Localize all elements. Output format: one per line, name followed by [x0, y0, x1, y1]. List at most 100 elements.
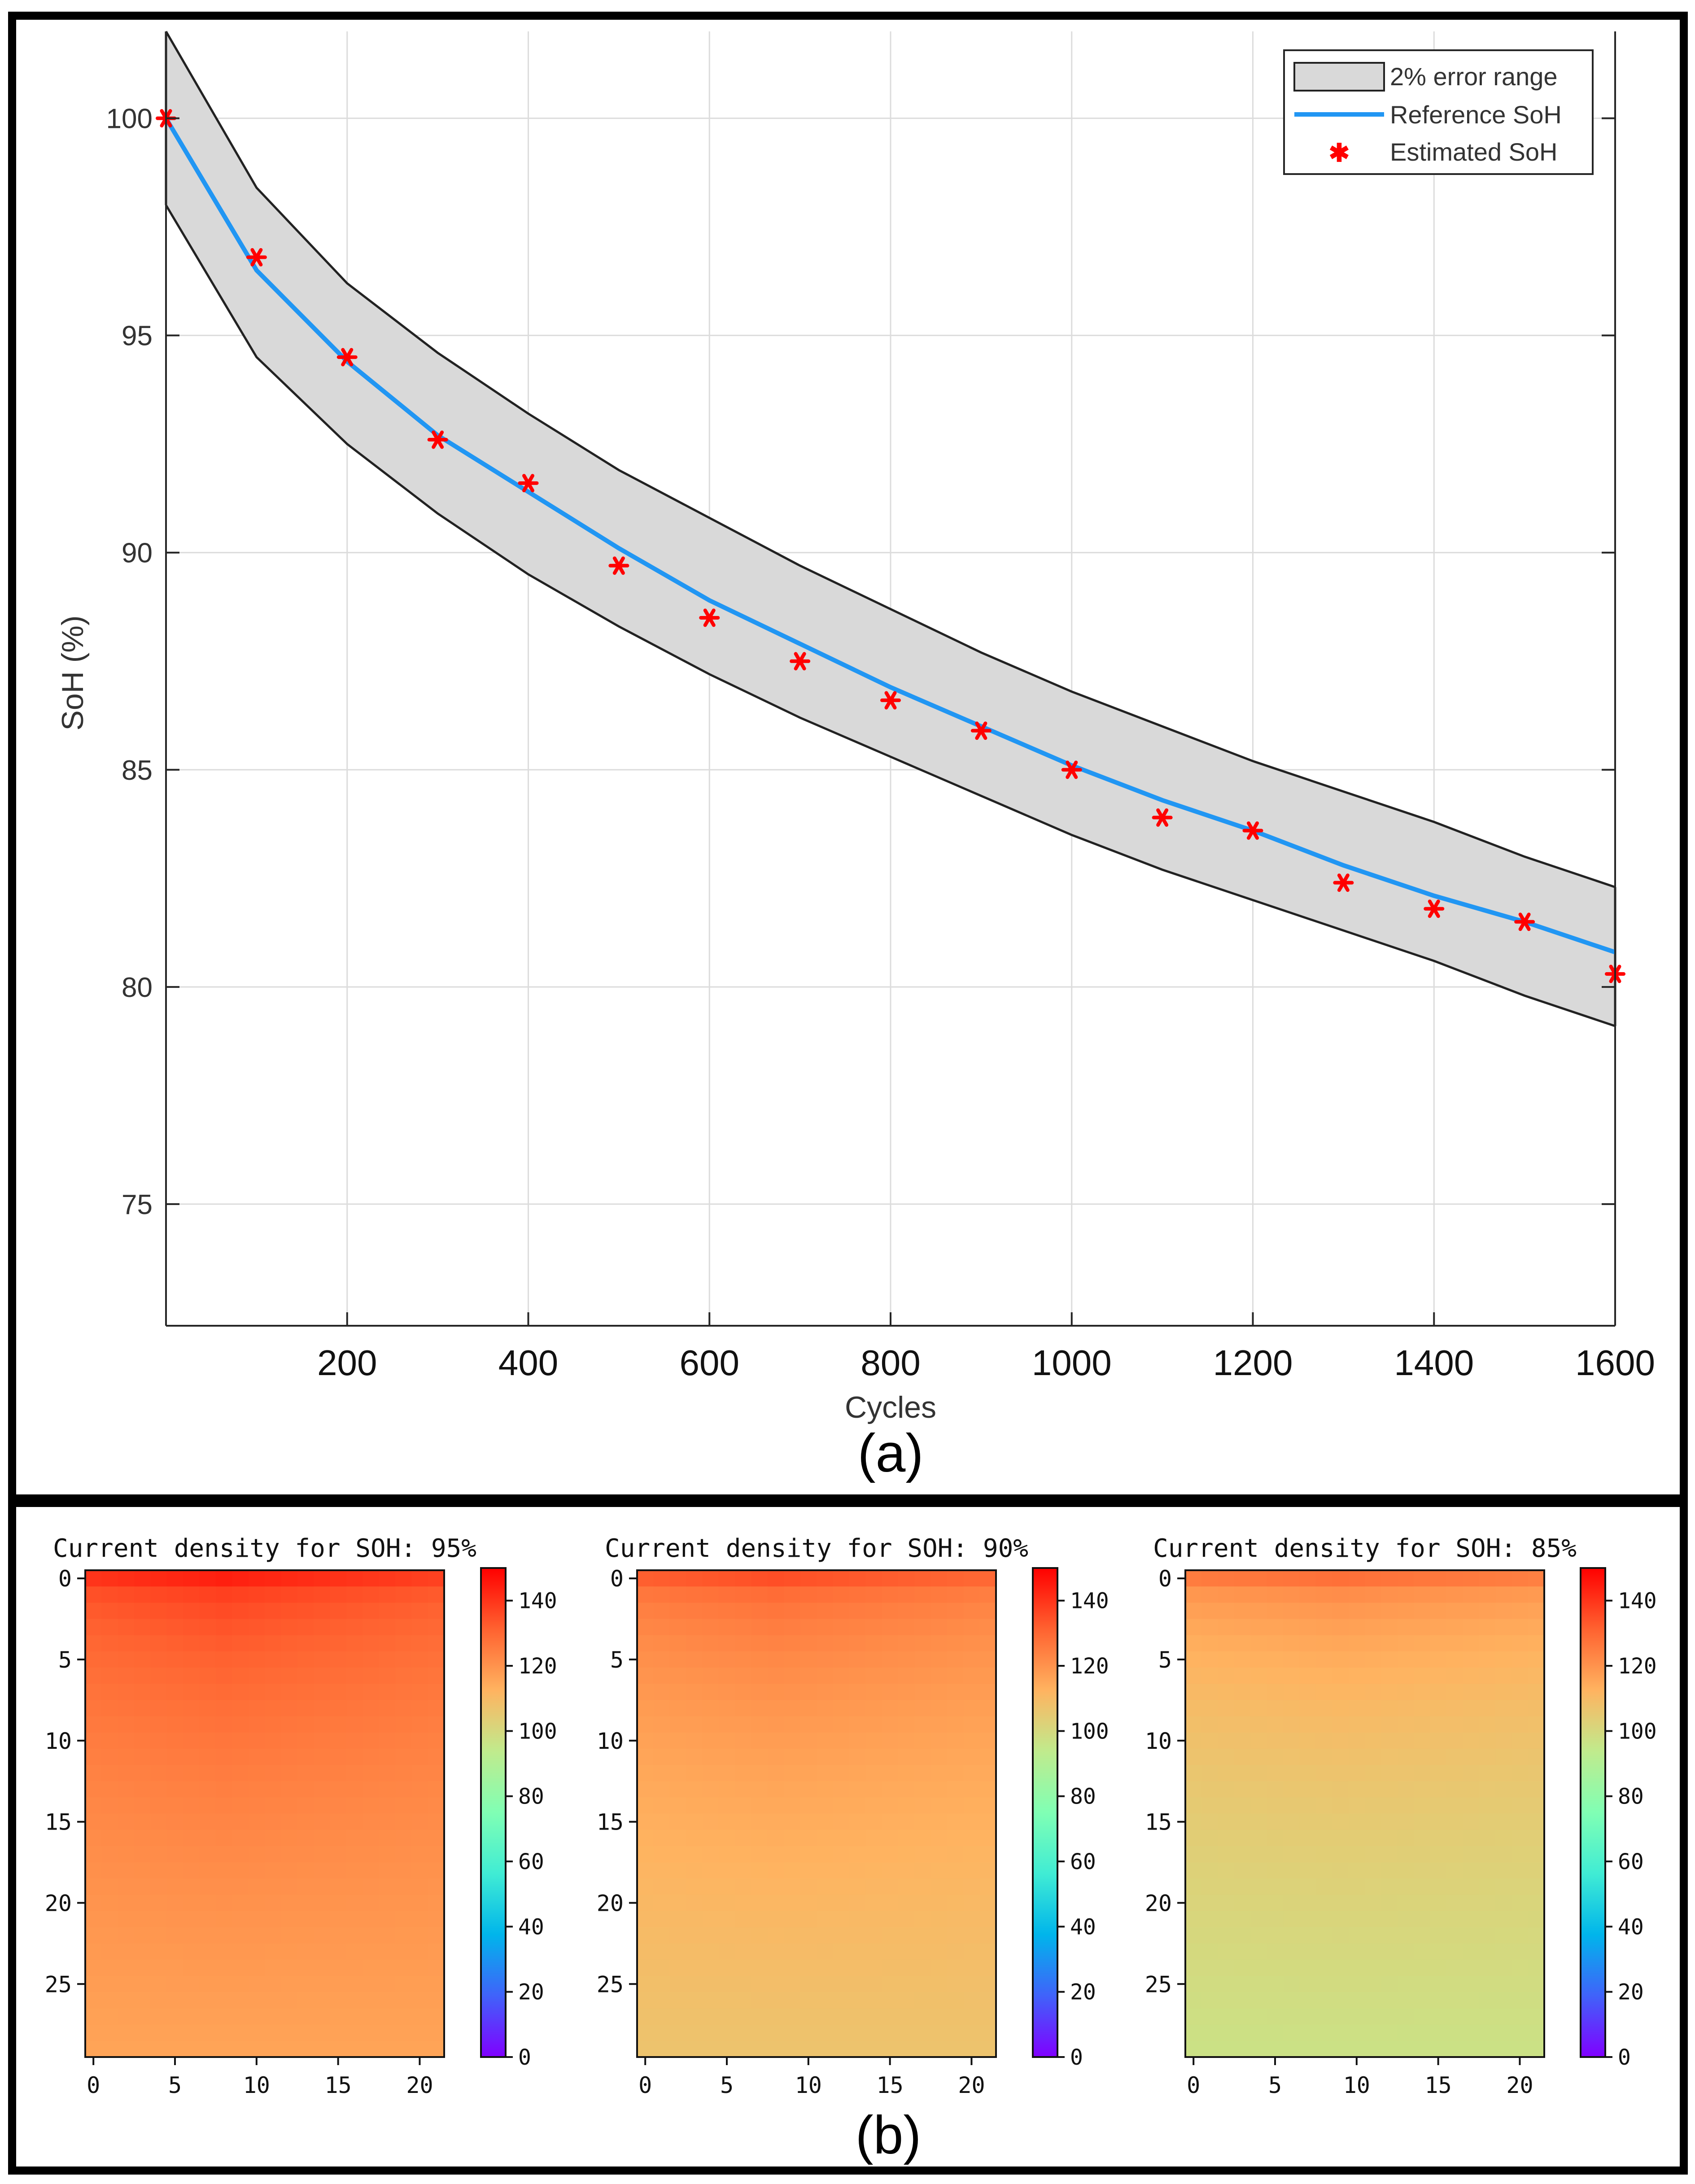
heatmap-cell	[1414, 1651, 1431, 1668]
heatmap-cell	[1201, 1846, 1219, 1863]
heatmap-cell	[931, 1878, 948, 1895]
heatmap-cell	[1479, 2024, 1496, 2041]
heatmap-cell	[248, 1846, 265, 1863]
heatmap-cell	[363, 2040, 380, 2057]
heatmap-cell	[653, 1700, 670, 1717]
heatmap-cell	[166, 1943, 183, 1960]
heatmap-cell	[637, 2040, 654, 2057]
heatmap-cell	[1446, 1570, 1463, 1587]
heatmap-cell	[669, 1700, 686, 1717]
heatmap-cell	[1512, 1668, 1529, 1684]
heatmap-cell	[882, 1895, 899, 1912]
heatmap-cell	[346, 1846, 363, 1863]
heatmap-cell	[735, 1927, 752, 1944]
heatmap-cell	[85, 1603, 102, 1620]
heatmap-cell	[931, 1651, 948, 1668]
heatmap-cell	[833, 1862, 850, 1879]
heatmap-cell	[379, 1943, 396, 1960]
heatmap-cell	[215, 1781, 232, 1798]
heatmap-cell	[1430, 1635, 1447, 1652]
heatmap-cell	[669, 1651, 686, 1668]
heatmap-cell	[1267, 1878, 1284, 1895]
heatmap-cell	[232, 1976, 249, 1992]
heatmap-cell	[914, 1846, 931, 1863]
heatmap-cell	[865, 1570, 882, 1587]
heatmap-cell	[1430, 1862, 1447, 1879]
heatmap-cell	[118, 1700, 135, 1717]
heatmap-cell	[1218, 1748, 1235, 1765]
heatmap-cell	[637, 1943, 654, 1960]
heatmap-cell	[1479, 1976, 1496, 1992]
heatmap-cell	[134, 1684, 151, 1700]
heatmap-cell	[751, 2008, 768, 2025]
heatmap-cell	[166, 1846, 183, 1863]
heatmap-cell	[314, 1781, 331, 1798]
heatmap-cell	[215, 1943, 232, 1960]
heatmap-cell	[297, 1716, 314, 1733]
legend-swatch-band	[1293, 62, 1385, 92]
heatmap-cell	[963, 1895, 980, 1912]
heatmap-cell	[101, 1781, 118, 1798]
heatmap-cell	[1250, 1992, 1267, 2009]
heatmap-cell	[1201, 1603, 1219, 1620]
heatmap-cell	[248, 1781, 265, 1798]
heatmap-cell	[931, 1911, 948, 1928]
heatmap-cell	[411, 1732, 428, 1749]
heatmap-cell	[199, 1635, 216, 1652]
heatmap-cell	[118, 1878, 135, 1895]
heatmap-cell	[817, 1765, 833, 1782]
heatmap-cell	[428, 2008, 445, 2025]
heatmap-cell	[1315, 1700, 1332, 1717]
legend-label-estimated: Estimated SoH	[1390, 138, 1558, 166]
heatmap-cell	[232, 2024, 249, 2041]
heatmap-cell	[1381, 1943, 1398, 1960]
heatmap-cell	[150, 2008, 167, 2025]
heatmap-cell	[963, 1619, 980, 1636]
heatmap-cell	[947, 1960, 964, 1976]
heatmap-cell	[1365, 1813, 1381, 1830]
heatmap-cell	[1446, 1668, 1463, 1684]
heatmap-cell	[1201, 1765, 1219, 1782]
heatmap-cell	[947, 1668, 964, 1684]
heatmap-cell	[428, 1943, 445, 1960]
heatmap-cell	[849, 1716, 866, 1733]
heatmap-cell	[849, 1603, 866, 1620]
heatmap-cell	[882, 1911, 899, 1928]
heatmap-cell	[1512, 1911, 1529, 1928]
heatmap-cell	[1332, 1765, 1349, 1782]
heatmap-cell	[1332, 1976, 1349, 1992]
heatmap-cell	[1479, 1830, 1496, 1847]
heatmap-cell	[1365, 1862, 1381, 1879]
heatmap-cell	[735, 2008, 752, 2025]
heatmap-cell	[150, 1700, 167, 1717]
heatmap-cell	[686, 1651, 703, 1668]
heatmap-cell	[686, 1846, 703, 1863]
heatmap-cell	[265, 2040, 281, 2057]
heatmap-cell	[833, 1846, 850, 1863]
heatmap-cell	[882, 1878, 899, 1895]
heatmap-cell	[265, 1895, 281, 1912]
heatmap-cell	[1234, 1668, 1251, 1684]
heatmap-cell	[134, 1732, 151, 1749]
heatmap-cell	[914, 1635, 931, 1652]
heatmap-cell	[1185, 2024, 1202, 2041]
heatmap-cell	[265, 1619, 281, 1636]
heatmap-cell	[85, 1830, 102, 1847]
heatmap-cell	[1446, 1960, 1463, 1976]
heatmap-cell	[1283, 1813, 1300, 1830]
heatmap-cell	[833, 1765, 850, 1782]
heatmap-cell	[1479, 1619, 1496, 1636]
heatmap-cell	[314, 1992, 331, 2009]
heatmap-cell	[1250, 1586, 1267, 1603]
heatmap-cell	[314, 1830, 331, 1847]
heatmap-cell	[166, 2024, 183, 2041]
heatmap-cell	[199, 1927, 216, 1944]
heatmap-cell	[297, 2040, 314, 2057]
heatmap-cell	[1430, 1781, 1447, 1798]
heatmap-cell	[1479, 1635, 1496, 1652]
heatmap-cell	[166, 1668, 183, 1684]
heatmap-y-tick-label: 20	[597, 1890, 624, 1916]
heatmap-cell	[882, 1619, 899, 1636]
heatmap-cell	[1463, 1619, 1480, 1636]
heatmap-cell	[637, 1895, 654, 1912]
